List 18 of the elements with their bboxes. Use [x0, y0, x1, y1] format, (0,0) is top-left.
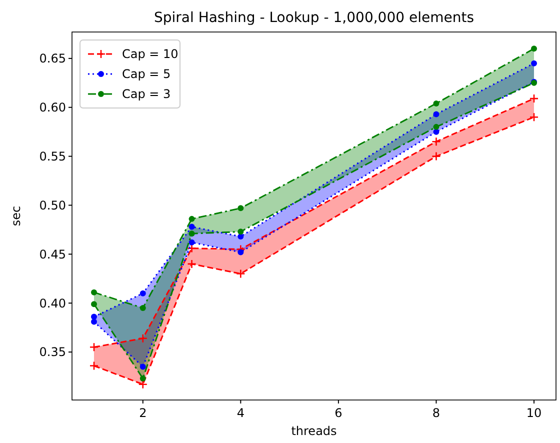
x-tick-label: 10: [526, 406, 542, 420]
y-tick-label: 0.55: [39, 150, 66, 164]
y-tick-label: 0.50: [39, 198, 66, 212]
y-axis-title: sec: [9, 206, 23, 226]
y-tick-label: 0.60: [39, 100, 66, 115]
y-tick-label: 0.45: [39, 247, 66, 262]
x-tick-label: 2: [139, 406, 147, 420]
x-axis-title: threads: [291, 424, 337, 438]
y-tick-label: 0.65: [39, 52, 66, 66]
chart-title: Spiral Hashing - Lookup - 1,000,000 elements: [154, 10, 474, 26]
legend-label: Cap = 3: [122, 87, 171, 102]
legend-label: Cap = 10: [122, 47, 178, 62]
x-tick-label: 6: [334, 406, 342, 420]
x-tick-label: 4: [236, 406, 244, 420]
legend-label: Cap = 5: [122, 67, 171, 82]
y-tick-label: 0.35: [39, 345, 66, 360]
x-tick-label: 8: [432, 406, 440, 420]
y-tick-label: 0.40: [39, 296, 66, 310]
